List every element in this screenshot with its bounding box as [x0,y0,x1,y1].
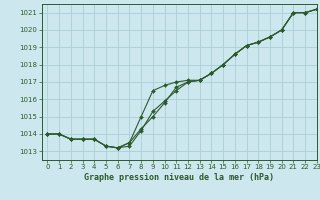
X-axis label: Graphe pression niveau de la mer (hPa): Graphe pression niveau de la mer (hPa) [84,173,274,182]
